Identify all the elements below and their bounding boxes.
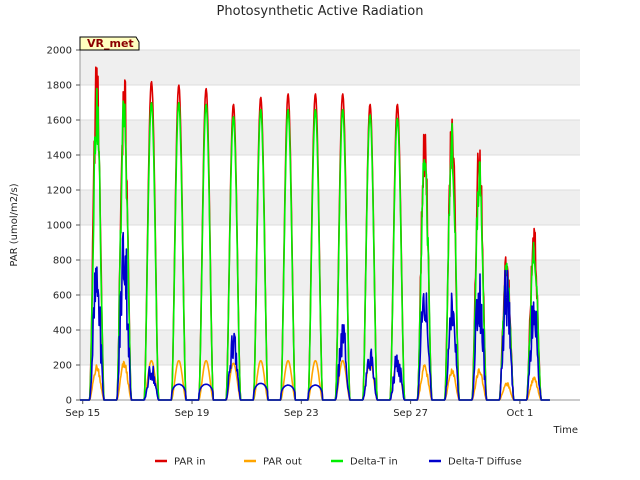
y-axis-ticks: 0 200 400 600 800 1000 1200 1400 1600 1800 2000: [47, 46, 80, 407]
x-tick-label: Sep 23: [284, 408, 319, 419]
x-tick-label: Sep 15: [65, 408, 100, 419]
site-badge-label: VR_met: [87, 37, 134, 50]
legend-item: PAR in: [155, 457, 205, 468]
site-badge: VR_met: [79, 36, 140, 51]
y-tick-label: 2000: [47, 46, 72, 57]
y-tick-label: 400: [53, 326, 72, 337]
legend-item: Delta-T Diffuse: [429, 457, 522, 468]
plot-band: [80, 190, 580, 225]
legend-label: Delta-T in: [350, 457, 398, 468]
legend-label: Delta-T Diffuse: [448, 457, 522, 468]
y-tick-label: 0: [66, 396, 72, 407]
y-tick-label: 800: [53, 256, 72, 267]
x-tick-label: Oct 1: [506, 408, 533, 419]
series-line-delta-t-diffuse: [79, 231, 551, 401]
plot-band: [80, 260, 580, 295]
series-layer: [79, 66, 551, 401]
x-tick-label: Sep 19: [175, 408, 210, 419]
legend-label: PAR out: [263, 457, 302, 468]
legend: PAR in PAR out Delta-T in Delta-T Diffuse: [155, 457, 522, 468]
y-tick-label: 1200: [47, 186, 72, 197]
plot-band: [80, 330, 580, 365]
x-tick-label: Sep 27: [393, 408, 428, 419]
y-tick-label: 1800: [47, 81, 72, 92]
legend-label: PAR in: [174, 457, 205, 468]
y-tick-label: 1400: [47, 151, 72, 162]
legend-item: PAR out: [244, 457, 302, 468]
x-axis-ticks: Sep 15 Sep 19 Sep 23 Sep 27 Oct 1: [65, 400, 533, 419]
y-tick-label: 600: [53, 291, 72, 302]
legend-item: Delta-T in: [331, 457, 398, 468]
y-axis-title: PAR (umol/m2/s): [9, 183, 20, 266]
y-tick-label: 1600: [47, 116, 72, 127]
plot-band: [80, 50, 580, 85]
x-axis-title: Time: [553, 425, 578, 436]
plot-band: [80, 120, 580, 155]
chart-title: Photosynthetic Active Radiation: [217, 4, 424, 19]
y-tick-label: 1000: [47, 221, 72, 232]
y-tick-label: 200: [53, 361, 72, 372]
